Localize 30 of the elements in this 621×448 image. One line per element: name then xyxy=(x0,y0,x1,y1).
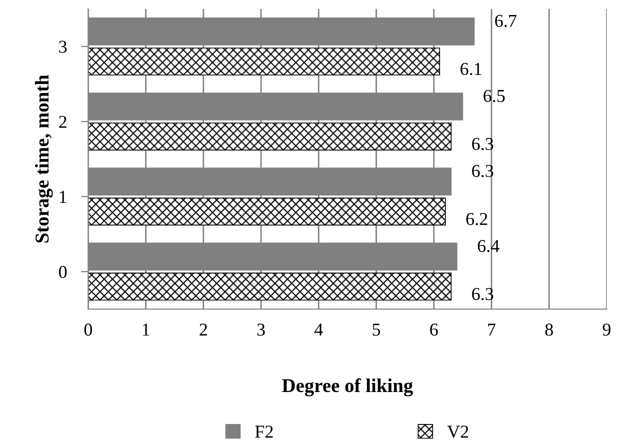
y-tick-label: 2 xyxy=(59,116,66,128)
x-tick-label: 6 xyxy=(430,324,438,336)
x-tick-label: 4 xyxy=(314,324,323,336)
data-label: 6.7 xyxy=(495,14,516,28)
legend-label: F2 xyxy=(255,426,273,438)
data-label: 6.2 xyxy=(466,212,488,226)
y-tick-label: 0 xyxy=(59,266,67,278)
x-tick-label: 3 xyxy=(257,324,265,336)
y-tick-label: 1 xyxy=(60,190,66,203)
bar xyxy=(88,48,440,76)
y-tick-label: 3 xyxy=(59,40,67,53)
x-axis-title: Degree of liking xyxy=(282,378,413,396)
bar xyxy=(88,198,446,226)
x-tick-label: 5 xyxy=(372,324,380,336)
data-label: 6.3 xyxy=(472,138,494,150)
data-label: 6.3 xyxy=(472,288,494,300)
bar xyxy=(88,122,452,150)
data-label: 6.4 xyxy=(478,240,500,252)
x-tick-label: 7 xyxy=(488,324,496,336)
x-tick-label: 1 xyxy=(142,324,150,336)
bar xyxy=(88,272,452,301)
x-tick-label: 8 xyxy=(545,324,553,336)
y-axis-title: Storage time, month xyxy=(34,74,53,243)
x-tick-label: 9 xyxy=(602,324,610,336)
x-tick-label: 2 xyxy=(200,324,207,336)
data-label: 6.5 xyxy=(484,90,505,102)
x-tick-label: 0 xyxy=(84,324,92,336)
data-label: 6.3 xyxy=(472,164,494,178)
legend-label: V2 xyxy=(447,426,468,438)
data-label: 6.1 xyxy=(460,62,482,76)
